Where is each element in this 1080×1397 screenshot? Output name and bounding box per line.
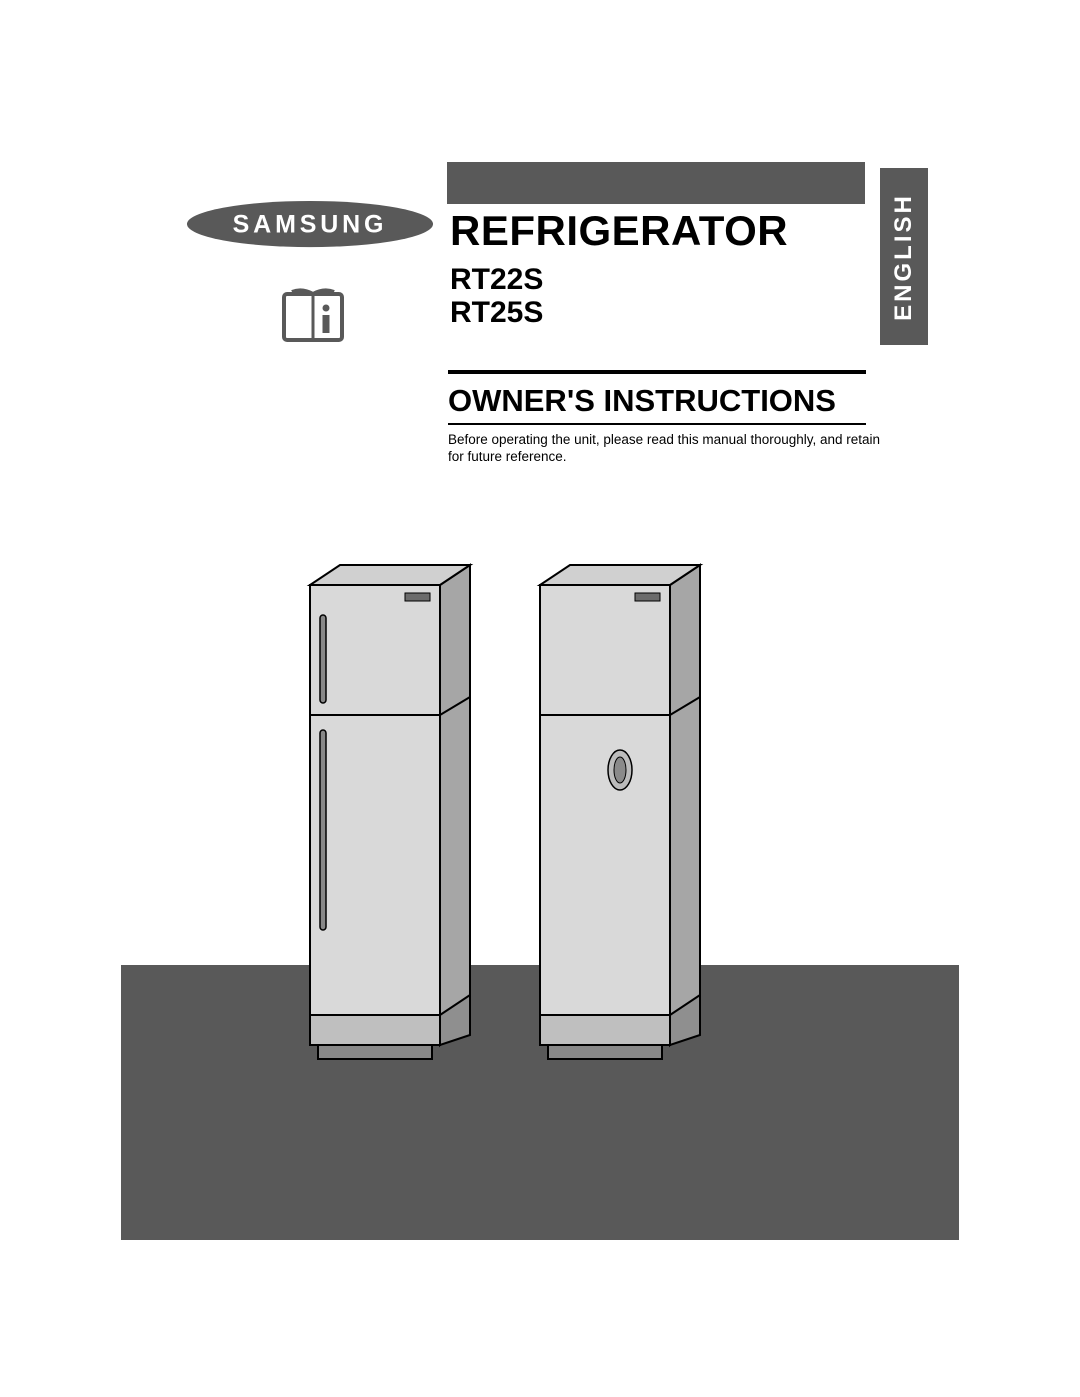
manual-cover-page: ENGLISH SAMSUNG REFRIGERATOR RT22S RT25S…	[0, 0, 1080, 1397]
divider-top	[448, 370, 866, 374]
title-band	[447, 162, 865, 204]
brand-text: SAMSUNG	[233, 211, 388, 239]
fridge-left	[310, 565, 470, 1059]
refrigerator-illustration	[290, 545, 810, 1085]
instruction-note: Before operating the unit, please read t…	[448, 432, 888, 466]
section-title: OWNER'S INSTRUCTIONS	[448, 383, 836, 419]
fridge-right	[540, 565, 700, 1059]
manual-info-icon	[282, 288, 344, 344]
brand-logo: SAMSUNG	[185, 200, 435, 253]
product-title: REFRIGERATOR	[450, 207, 788, 255]
model-2: RT25S	[450, 296, 543, 329]
language-tab: ENGLISH	[880, 168, 928, 345]
divider-bottom	[448, 423, 866, 425]
model-numbers: RT22S RT25S	[450, 263, 543, 329]
language-label: ENGLISH	[890, 193, 918, 321]
model-1: RT22S	[450, 263, 543, 296]
